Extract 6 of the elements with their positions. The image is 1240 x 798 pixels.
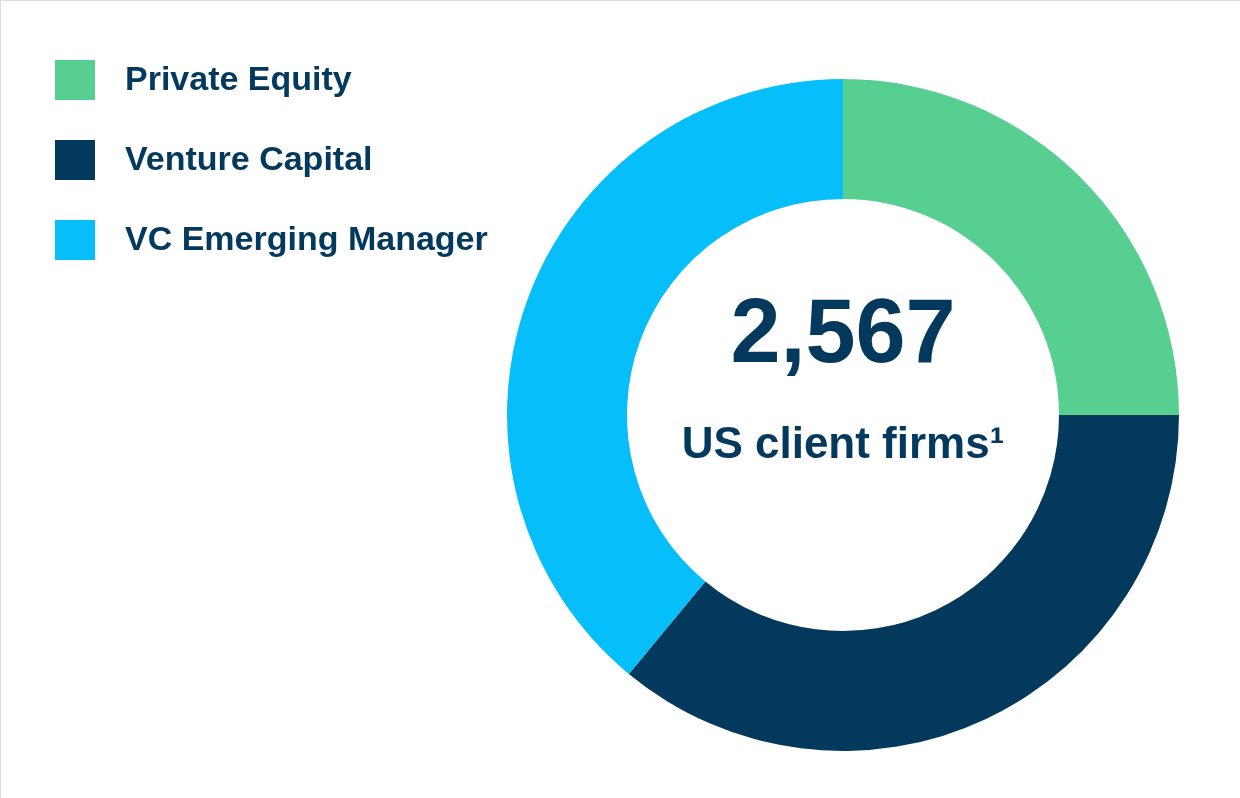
legend-label: Venture Capital <box>125 139 373 177</box>
text: US client firms¹ <box>681 418 1005 467</box>
legend-label: Private Equity <box>125 59 352 97</box>
legend-label: VC Emerging Manager <box>125 219 488 257</box>
donut-slice <box>628 415 1179 751</box>
text: 2,567 <box>730 281 956 381</box>
